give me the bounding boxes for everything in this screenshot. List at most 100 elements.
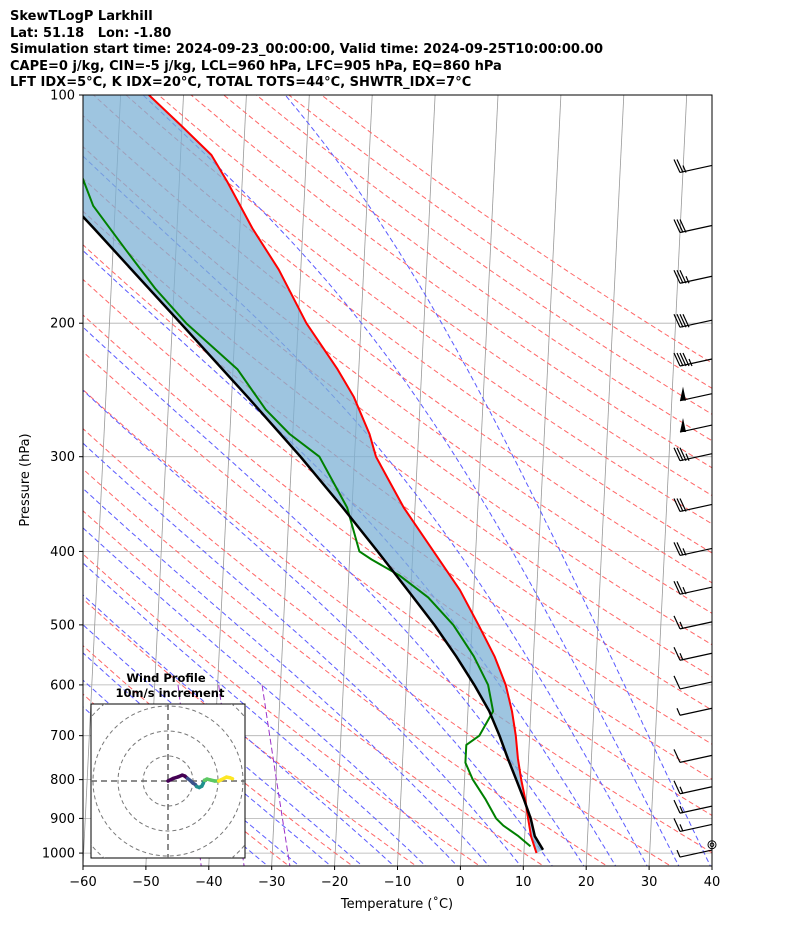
- wind-barb-staff: [679, 786, 713, 795]
- dry-adiabat-line: [83, 598, 418, 866]
- x-tick-label: 0: [456, 875, 464, 890]
- y-tick-label: 900: [50, 812, 75, 827]
- dry-adiabat-line: [83, 428, 672, 866]
- wind-barb-full: [679, 352, 687, 367]
- wind-barb-full: [676, 447, 684, 461]
- dry-adiabat-line: [157, 95, 712, 497]
- wind-barb-full: [682, 313, 690, 328]
- x-tick-label: −20: [321, 875, 348, 890]
- title-line-3: Simulation start time: 2024-09-23_00:00:…: [10, 42, 603, 57]
- isotherm-line: [522, 95, 562, 866]
- wind-barb-full: [679, 447, 687, 461]
- moist-adiabat-line: [83, 389, 553, 866]
- wind-barb-staff: [679, 681, 713, 690]
- y-tick-label: 200: [50, 317, 75, 332]
- y-tick-label: 1000: [42, 847, 75, 862]
- moist-adiabat-line: [284, 95, 711, 866]
- wind-barb-half: [676, 708, 681, 716]
- dry-adiabat-line: [83, 145, 712, 614]
- dry-adiabat-line: [83, 510, 545, 866]
- wind-barb-half: [679, 653, 684, 661]
- y-tick-labels: 100 200 300 400 500 600 700 800 900 1000: [42, 89, 75, 862]
- dry-adiabat-line: [83, 314, 712, 780]
- wind-barb-half: [682, 548, 687, 556]
- dry-adiabat-line: [125, 95, 712, 525]
- x-tick-label: 40: [704, 875, 721, 890]
- wind-barb-full: [673, 818, 681, 832]
- wind-barb-full: [673, 498, 681, 512]
- dry-adiabat-line: [222, 95, 712, 442]
- wind-barb-full: [673, 542, 681, 556]
- cape-region: [83, 95, 543, 854]
- x-tick-label: −60: [69, 875, 96, 890]
- isotherm-line: [271, 95, 310, 866]
- y-tick-label: 700: [50, 729, 75, 744]
- y-tick-label: 800: [50, 773, 75, 788]
- dry-adiabat-line: [83, 278, 712, 745]
- cape-cin-shading: [83, 95, 543, 854]
- wind-barb-full: [679, 269, 687, 284]
- parcel-path-line: [83, 214, 545, 851]
- x-tick-label: −40: [195, 875, 222, 890]
- wind-barb-full: [679, 219, 687, 233]
- title-line-4: CAPE=0 j/kg, CIN=-5 j/kg, LCL=960 hPa, L…: [10, 58, 502, 74]
- y-tick-label: 500: [50, 618, 75, 633]
- wind-barb-full: [673, 615, 681, 630]
- wind-barb-half: [682, 165, 687, 173]
- y-tick-label: 400: [50, 545, 75, 560]
- wind-barb-full: [673, 269, 681, 284]
- dry-adiabat-line: [83, 114, 712, 584]
- moist-adiabat-line: [83, 487, 490, 866]
- wind-barb-full: [673, 580, 681, 595]
- moist-adiabat-line: [83, 326, 585, 866]
- wind-barb-full: [676, 498, 684, 512]
- wind-barb-full: [673, 799, 681, 814]
- wind-barb-staff: [679, 707, 713, 716]
- mixing-ratio-line: [261, 684, 291, 866]
- axes: [79, 94, 713, 870]
- dry-adiabat-line: [83, 644, 354, 866]
- y-tick-label: 100: [50, 89, 75, 104]
- wind-barb-full: [676, 219, 684, 233]
- x-tick-label: 30: [641, 875, 658, 890]
- temperature-line: [148, 95, 538, 854]
- hodograph-subtitle: 10m/s increment: [116, 686, 225, 700]
- wind-barbs: [673, 159, 717, 858]
- wind-barb-half: [685, 453, 690, 461]
- wind-barb-half: [688, 358, 693, 367]
- wind-barb-half: [685, 276, 690, 284]
- isotherm-line: [585, 95, 625, 866]
- hodograph-segment: [228, 776, 235, 781]
- wind-barb-half: [679, 621, 684, 630]
- dry-adiabat-line: [190, 95, 712, 469]
- wind-barb-full: [676, 580, 684, 595]
- wind-barb-full: [673, 749, 681, 763]
- isotherm-line: [459, 95, 499, 866]
- wind-barb-staff: [679, 621, 713, 630]
- dry-adiabat-line: [83, 388, 712, 854]
- wind-barb-full: [673, 159, 681, 173]
- wind-barb-staff: [679, 805, 713, 814]
- wind-barb-full: [673, 313, 681, 328]
- y-axis-label: Pressure (hPa): [18, 433, 33, 526]
- wind-barb-full: [676, 159, 684, 173]
- wind-barb-flag: [680, 386, 686, 401]
- isotherm-line: [711, 856, 712, 866]
- x-tick-labels: −60 −50 −40 −30 −20 −10 0 10 20 30 40: [69, 875, 720, 890]
- wind-barb-full: [676, 352, 684, 367]
- wind-barb-full: [676, 542, 684, 556]
- wind-barb-half: [682, 586, 687, 595]
- title-line-2: Lat: 51.18 Lon: -1.80: [10, 25, 172, 41]
- wind-barb-half: [676, 849, 681, 858]
- y-tick-label: 300: [50, 450, 75, 465]
- moist-adiabat-line: [83, 527, 458, 866]
- chart-title: SkewTLogP Larkhill Lat: 51.18 Lon: -1.80…: [10, 9, 603, 92]
- y-tick-label: 600: [50, 678, 75, 693]
- wind-barb-full: [673, 219, 681, 233]
- moist-adiabat-line: [83, 652, 332, 866]
- wind-barb-full: [673, 647, 681, 661]
- wind-barb-half: [679, 805, 684, 814]
- wind-barb-full: [673, 447, 681, 461]
- x-tick-label: 10: [515, 875, 532, 890]
